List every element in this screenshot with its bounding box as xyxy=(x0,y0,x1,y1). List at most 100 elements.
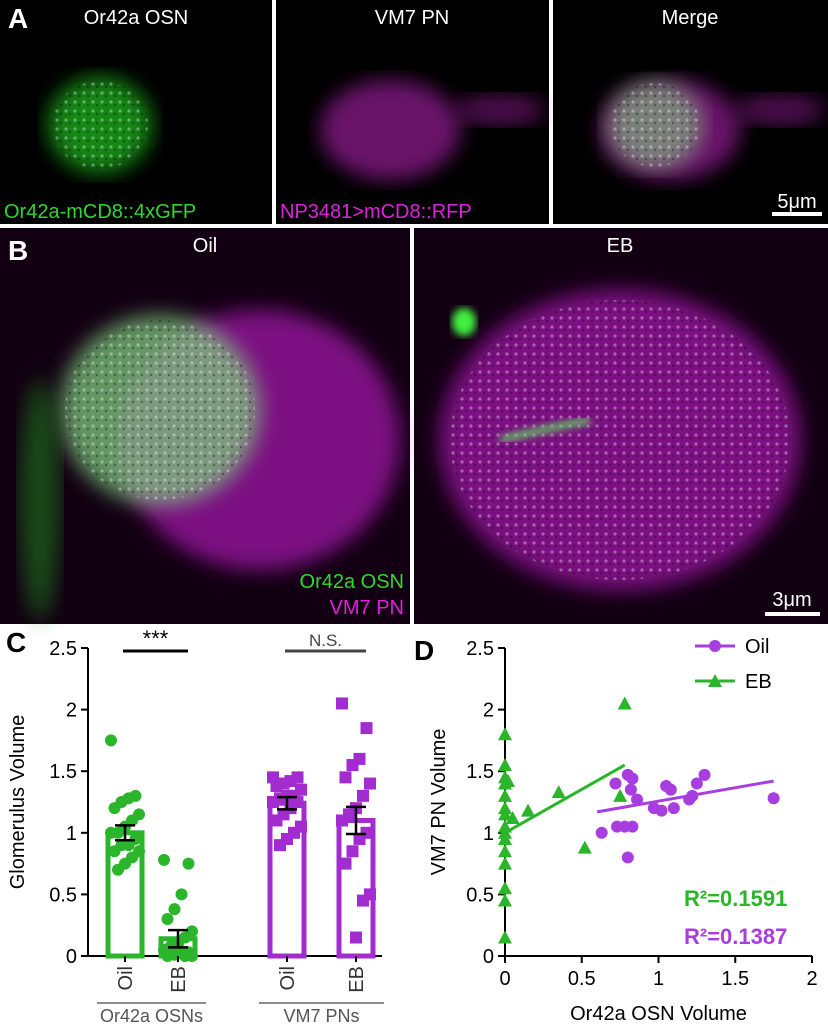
y-tick-label: 1.5 xyxy=(466,761,494,783)
point xyxy=(270,779,283,792)
point xyxy=(108,802,121,815)
point xyxy=(336,814,348,827)
point xyxy=(364,777,376,790)
point xyxy=(626,820,639,833)
x-tick-label: Oil xyxy=(115,966,137,990)
point xyxy=(175,888,188,901)
point xyxy=(609,777,622,790)
point xyxy=(357,894,369,907)
panel-b-images xyxy=(0,228,828,624)
y-axis-label: VM7 PN Volume xyxy=(428,729,450,876)
point xyxy=(336,697,348,710)
point xyxy=(698,768,711,781)
image-caption: Or42a-mCD8::4xGFP xyxy=(4,201,196,223)
fit-line xyxy=(504,763,626,835)
point xyxy=(274,839,286,852)
point xyxy=(179,950,191,962)
x-tick-label: 0 xyxy=(499,968,510,990)
point xyxy=(626,772,639,785)
y-tick-label: 0.5 xyxy=(49,884,77,906)
legend-label: Oil xyxy=(745,636,769,658)
scale-label: 3μm xyxy=(772,589,811,611)
panel-a-images xyxy=(0,0,828,224)
point xyxy=(161,913,174,926)
point xyxy=(690,777,703,790)
image-title: EB xyxy=(607,235,634,257)
point xyxy=(631,793,644,806)
point xyxy=(161,950,174,962)
point xyxy=(346,845,359,858)
image-title: Oil xyxy=(193,235,217,257)
point xyxy=(498,758,512,772)
r-squared: R²=0.1591 xyxy=(684,886,787,911)
point xyxy=(595,826,608,839)
y-axis-label: Glomerulus Volume xyxy=(7,715,29,890)
y-tick-label: 1 xyxy=(483,823,494,845)
point xyxy=(339,857,352,870)
point xyxy=(617,696,632,710)
point xyxy=(498,788,512,802)
significance-label: *** xyxy=(143,626,169,651)
point xyxy=(505,811,520,825)
point xyxy=(346,759,359,772)
x-tick-label: EB xyxy=(168,966,190,993)
image-title: Or42a OSN xyxy=(84,7,188,29)
point xyxy=(360,722,373,735)
point xyxy=(182,857,195,870)
y-tick-label: 0 xyxy=(66,946,77,968)
legend-marker xyxy=(709,640,721,652)
point xyxy=(498,807,512,821)
x-tick-label: 1.5 xyxy=(721,968,749,990)
image-caption: NP3481>mCD8::RFP xyxy=(280,201,472,223)
point xyxy=(357,789,369,802)
point xyxy=(667,802,680,815)
y-tick-label: 0.5 xyxy=(466,884,494,906)
point xyxy=(664,783,677,796)
point xyxy=(498,881,512,895)
panel-label: B xyxy=(8,235,28,266)
point xyxy=(108,845,121,858)
panel-label: A xyxy=(8,3,28,34)
group-label: Or42a OSNs xyxy=(100,1006,203,1026)
point xyxy=(270,814,283,827)
y-tick-label: 2.5 xyxy=(466,638,494,660)
point xyxy=(613,788,628,802)
point xyxy=(521,803,536,817)
point xyxy=(577,840,592,854)
point xyxy=(551,785,566,799)
y-tick-label: 2.5 xyxy=(49,638,77,660)
point xyxy=(339,771,352,784)
y-tick-label: 2 xyxy=(66,700,77,722)
x-tick-label: EB xyxy=(346,966,368,993)
y-tick-label: 0 xyxy=(483,946,494,968)
point xyxy=(498,727,512,741)
point xyxy=(501,774,516,788)
fit-line xyxy=(596,779,774,814)
r-squared: R²=0.1387 xyxy=(684,924,787,949)
legend-marker xyxy=(708,674,722,687)
y-tick-label: 1 xyxy=(66,823,77,845)
point xyxy=(105,734,117,747)
x-axis-label: Or42a OSN Volume xyxy=(570,1003,747,1025)
point xyxy=(624,783,637,796)
scale-label: 5μm xyxy=(777,191,816,213)
image-title: Merge xyxy=(662,7,719,29)
point xyxy=(112,863,124,876)
point xyxy=(498,844,512,858)
point xyxy=(353,832,366,845)
x-tick-label: Oil xyxy=(277,966,299,990)
point xyxy=(350,931,362,944)
y-tick-label: 1.5 xyxy=(49,761,77,783)
point xyxy=(767,792,780,805)
point xyxy=(498,930,512,944)
point xyxy=(655,804,668,817)
y-tick-label: 2 xyxy=(483,700,494,722)
point xyxy=(105,826,117,839)
point xyxy=(168,903,181,916)
panel-label: D xyxy=(414,635,434,666)
point xyxy=(158,853,170,866)
point xyxy=(267,796,279,808)
point xyxy=(498,831,512,845)
x-tick-label: 2 xyxy=(806,968,817,990)
